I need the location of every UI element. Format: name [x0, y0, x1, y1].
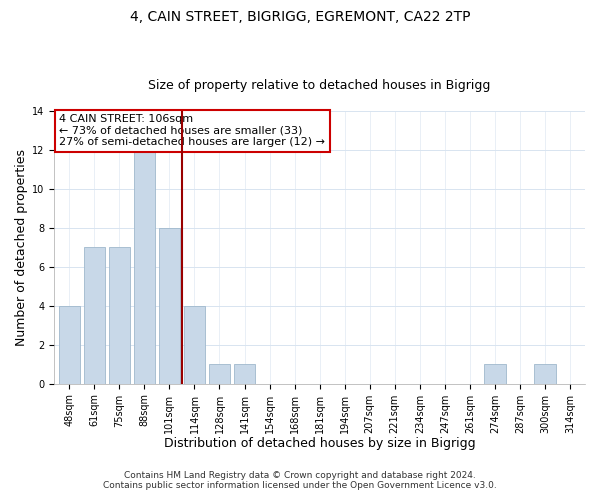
Bar [83, 248, 105, 384]
Bar [234, 364, 255, 384]
Bar [535, 364, 556, 384]
Bar [209, 364, 230, 384]
Bar [184, 306, 205, 384]
Bar [484, 364, 506, 384]
Title: Size of property relative to detached houses in Bigrigg: Size of property relative to detached ho… [148, 79, 491, 92]
Text: Contains HM Land Registry data © Crown copyright and database right 2024.
Contai: Contains HM Land Registry data © Crown c… [103, 470, 497, 490]
Text: 4, CAIN STREET, BIGRIGG, EGREMONT, CA22 2TP: 4, CAIN STREET, BIGRIGG, EGREMONT, CA22 … [130, 10, 470, 24]
Y-axis label: Number of detached properties: Number of detached properties [15, 149, 28, 346]
Bar [59, 306, 80, 384]
X-axis label: Distribution of detached houses by size in Bigrigg: Distribution of detached houses by size … [164, 437, 475, 450]
Bar [159, 228, 180, 384]
Bar [109, 248, 130, 384]
Text: 4 CAIN STREET: 106sqm
← 73% of detached houses are smaller (33)
27% of semi-deta: 4 CAIN STREET: 106sqm ← 73% of detached … [59, 114, 325, 148]
Bar [134, 150, 155, 384]
